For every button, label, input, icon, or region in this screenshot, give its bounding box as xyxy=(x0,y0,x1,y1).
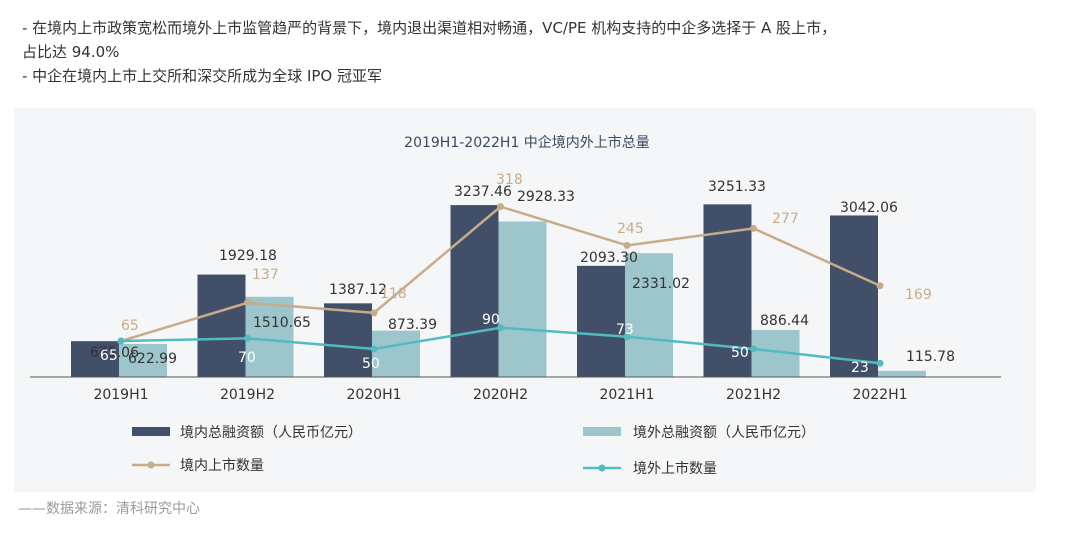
note-line-3: - 中企在境内上市上交所和深交所成为全球 IPO 冠亚军 xyxy=(22,67,382,85)
bar-domestic-2019H1 xyxy=(71,341,119,377)
bar-overseas-2021H1 xyxy=(625,253,673,377)
point-domestic-2021H1 xyxy=(623,241,631,249)
label-domestic-amount-2020H1: 1387.12 xyxy=(329,282,387,298)
point-overseas-2019H2 xyxy=(244,334,251,342)
legend-swatch-overseas-amount xyxy=(583,427,621,436)
label-overseas-count-2021H2: 50 xyxy=(731,345,749,361)
x-tick-label-2020H2: 2020H2 xyxy=(473,387,528,403)
legend-label-overseas-amount: 境外总融资额（人民币亿元） xyxy=(633,425,815,441)
chart-title: 2019H1-2022H1 中企境内外上市总量 xyxy=(404,134,650,151)
bar-overseas-2022H1 xyxy=(878,370,926,377)
label-domestic-count-2020H1: 118 xyxy=(380,286,407,302)
bar-domestic-2020H2 xyxy=(450,205,499,377)
label-overseas-count-2020H2: 90 xyxy=(482,312,500,328)
notes: - 在境内上市政策宽松而境外上市监管趋严的背景下，境内退出渠道相对畅通，VC/P… xyxy=(22,16,1062,88)
label-domestic-amount-2019H1: 675.06 xyxy=(90,345,139,361)
label-overseas-amount-2021H2: 886.44 xyxy=(760,313,809,329)
point-domestic-2020H2 xyxy=(497,203,504,211)
bar-overseas-2020H2 xyxy=(498,221,547,377)
point-overseas-2021H1 xyxy=(623,333,631,341)
point-overseas-2019H1 xyxy=(117,337,125,345)
note-line-2: 占比达 94.0% xyxy=(22,43,120,61)
legend-label-domestic-count: 境内上市数量 xyxy=(180,457,264,474)
legend-marker-overseas-count xyxy=(598,464,606,472)
label-overseas-count-2019H2: 70 xyxy=(238,350,256,366)
label-overseas-amount-2022H1: 115.78 xyxy=(906,349,955,365)
bar-domestic-2020H1 xyxy=(324,303,372,377)
x-tick-label-2021H2: 2021H2 xyxy=(726,387,781,403)
legend-marker-domestic-count xyxy=(147,461,155,469)
source-note: ——数据来源：清科研究中心 xyxy=(18,501,200,517)
point-overseas-2022H1 xyxy=(876,359,884,367)
label-domestic-count-2022H1: 169 xyxy=(905,287,932,303)
label-overseas-amount-2021H1: 2331.02 xyxy=(632,276,690,292)
point-overseas-2020H1 xyxy=(370,345,378,353)
point-domestic-2020H1 xyxy=(370,309,378,317)
label-domestic-count-2020H2: 318 xyxy=(496,172,523,188)
label-domestic-amount-2019H2: 1929.18 xyxy=(219,248,277,264)
label-overseas-count-2020H1: 50 xyxy=(362,356,380,372)
label-overseas-count-2021H1: 73 xyxy=(616,322,634,338)
label-overseas-amount-2020H2: 2928.33 xyxy=(517,189,575,205)
bar-overseas-2019H1 xyxy=(119,343,167,377)
bar-domestic-2022H1 xyxy=(830,215,878,377)
x-tick-label-2019H2: 2019H2 xyxy=(220,387,275,403)
note-line-1: - 在境内上市政策宽松而境外上市监管趋严的背景下，境内退出渠道相对畅通，VC/P… xyxy=(22,19,837,37)
label-domestic-count-2021H1: 245 xyxy=(617,221,644,237)
label-domestic-count-2021H2: 277 xyxy=(772,211,799,227)
point-domestic-2021H2 xyxy=(750,224,757,232)
label-domestic-amount-2022H1: 3042.06 xyxy=(840,200,898,216)
point-overseas-2021H2 xyxy=(750,345,757,353)
x-tick-label-2022H1: 2022H1 xyxy=(852,387,907,403)
label-domestic-amount-2021H2: 3251.33 xyxy=(708,179,766,195)
x-tick-label-2021H1: 2021H1 xyxy=(599,387,654,403)
bar-domestic-2021H1 xyxy=(577,265,625,377)
label-overseas-count-2019H1: 65 xyxy=(100,348,118,364)
label-overseas-amount-2019H2: 1510.65 xyxy=(253,315,311,331)
label-overseas-amount-2020H1: 873.39 xyxy=(388,317,437,333)
x-tick-label-2020H1: 2020H1 xyxy=(346,387,401,403)
bar-overseas-2019H2 xyxy=(245,296,294,377)
legend-swatch-domestic-amount xyxy=(132,427,170,436)
label-domestic-amount-2021H1: 2093.30 xyxy=(580,250,638,266)
point-domestic-2022H1 xyxy=(876,282,884,290)
label-domestic-amount-2020H2: 3237.46 xyxy=(454,184,512,200)
label-overseas-amount-2019H1: 622.99 xyxy=(128,351,177,367)
label-domestic-count-2019H1: 65 xyxy=(121,318,139,334)
point-domestic-2019H2 xyxy=(244,299,251,307)
label-overseas-count-2022H1: 23 xyxy=(851,360,869,376)
legend-label-domestic-amount: 境内总融资额（人民币亿元） xyxy=(180,425,362,441)
label-domestic-count-2019H2: 137 xyxy=(252,267,279,283)
bar-overseas-2020H1 xyxy=(372,330,420,377)
bar-domestic-2019H2 xyxy=(197,274,246,377)
point-overseas-2020H2 xyxy=(497,324,504,332)
legend-label-overseas-count: 境外上市数量 xyxy=(633,460,717,477)
x-tick-label-2019H1: 2019H1 xyxy=(93,387,148,403)
